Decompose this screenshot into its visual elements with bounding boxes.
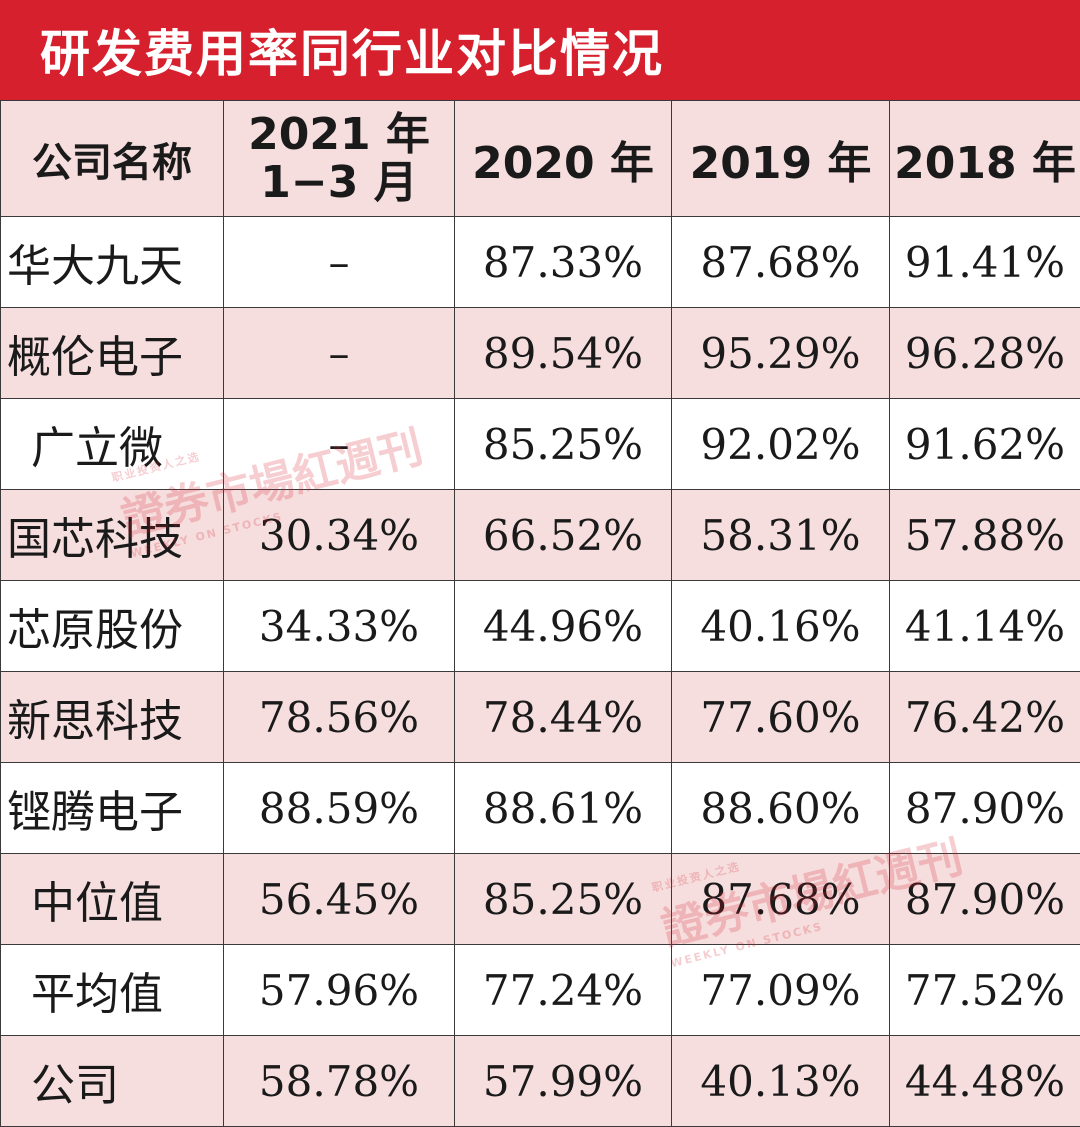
cell-2019: 40.16% [671,580,890,672]
cell-company-name: 公司 [0,1035,224,1127]
cell-company-name: 华大九天 [0,216,224,308]
cell-2018: 87.90% [889,853,1080,945]
cell-2020: 85.25% [454,398,672,490]
table-row: 中位值 56.45% 85.25% 87.68% 87.90% [0,853,1080,945]
cell-2021-q1: 34.33% [223,580,455,672]
cell-2020: 85.25% [454,853,672,945]
rd-expense-ratio-table: 公司名称 2021 年 1−3 月 2020 年 2019 年 2018 年 华… [0,100,1080,1127]
cell-2021-q1: – [223,307,455,399]
title-bar: 研发费用率同行业对比情况 [0,0,1080,100]
table-row: 国芯科技 30.34% 66.52% 58.31% 57.88% [0,489,1080,581]
cell-2021-q1: 58.78% [223,1035,455,1127]
table-row: 华大九天 –87.33% 87.68% 91.41% [0,216,1080,308]
cell-2019: 58.31% [671,489,890,581]
cell-2020: 44.96% [454,580,672,672]
table-row: 铿腾电子 88.59% 88.61% 88.60% 87.90% [0,762,1080,854]
cell-company-name: 铿腾电子 [0,762,224,854]
cell-2020: 87.33% [454,216,672,308]
header-2021-q1-line2: 1−3 月 [260,156,418,208]
cell-2021-q1: 78.56% [223,671,455,763]
header-2019: 2019 年 [671,100,890,217]
cell-2019: 77.09% [671,944,890,1036]
header-2020: 2020 年 [454,100,672,217]
header-2021-q1: 2021 年 1−3 月 [223,100,455,217]
cell-2020: 89.54% [454,307,672,399]
cell-2019: 95.29% [671,307,890,399]
cell-company-name: 新思科技 [0,671,224,763]
table-row: 公司 58.78% 57.99% 40.13% 44.48% [0,1035,1080,1127]
cell-2020: 88.61% [454,762,672,854]
table-row: 芯原股份 34.33% 44.96% 40.16% 41.14% [0,580,1080,672]
table-row: 平均值 57.96% 77.24% 77.09% 77.52% [0,944,1080,1036]
cell-company-name: 平均值 [0,944,224,1036]
cell-2018: 76.42% [889,671,1080,763]
cell-2018: 44.48% [889,1035,1080,1127]
cell-company-name: 广立微 [0,398,224,490]
cell-company-name: 芯原股份 [0,580,224,672]
cell-2021-q1: – [223,398,455,490]
cell-2018: 87.90% [889,762,1080,854]
cell-2018: 41.14% [889,580,1080,672]
cell-2021-q1: 56.45% [223,853,455,945]
cell-2020: 78.44% [454,671,672,763]
cell-2019: 92.02% [671,398,890,490]
table-row: 广立微 –85.25% 92.02% 91.62% [0,398,1080,490]
cell-2021-q1: – [223,216,455,308]
cell-2018: 77.52% [889,944,1080,1036]
cell-2018: 91.62% [889,398,1080,490]
cell-2018: 57.88% [889,489,1080,581]
cell-2021-q1: 30.34% [223,489,455,581]
table-row: 概伦电子 –89.54% 95.29% 96.28% [0,307,1080,399]
cell-2019: 40.13% [671,1035,890,1127]
cell-2019: 87.68% [671,216,890,308]
cell-company-name: 国芯科技 [0,489,224,581]
header-2021-q1-line1: 2021 年 [248,108,430,160]
cell-2021-q1: 88.59% [223,762,455,854]
cell-2020: 66.52% [454,489,672,581]
cell-2019: 87.68% [671,853,890,945]
table-header-row: 公司名称 2021 年 1−3 月 2020 年 2019 年 2018 年 [0,100,1080,217]
page-title: 研发费用率同行业对比情况 [40,25,664,83]
cell-2021-q1: 57.96% [223,944,455,1036]
cell-2018: 96.28% [889,307,1080,399]
cell-2020: 57.99% [454,1035,672,1127]
table-row: 新思科技 78.56% 78.44% 77.60% 76.42% [0,671,1080,763]
header-company-name: 公司名称 [0,100,224,217]
cell-company-name: 中位值 [0,853,224,945]
cell-company-name: 概伦电子 [0,307,224,399]
header-2018: 2018 年 [889,100,1080,217]
cell-2019: 77.60% [671,671,890,763]
cell-2019: 88.60% [671,762,890,854]
cell-2020: 77.24% [454,944,672,1036]
cell-2018: 91.41% [889,216,1080,308]
